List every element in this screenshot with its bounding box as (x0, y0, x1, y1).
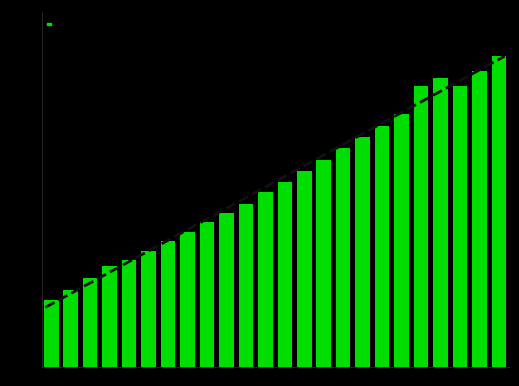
Bar (219, 213, 234, 386)
Bar (433, 78, 448, 386)
Bar (180, 232, 195, 386)
Bar (83, 278, 98, 386)
Legend:  (47, 23, 51, 25)
Bar (394, 113, 409, 386)
Bar (200, 222, 214, 386)
Bar (472, 71, 487, 386)
Bar (453, 86, 467, 386)
Bar (414, 86, 428, 386)
Bar (122, 260, 136, 386)
Bar (141, 251, 156, 386)
Bar (258, 192, 272, 386)
Bar (63, 290, 78, 386)
Bar (161, 241, 175, 386)
Bar (239, 204, 253, 386)
Bar (356, 137, 370, 386)
Bar (317, 159, 331, 386)
Bar (278, 182, 292, 386)
Bar (44, 300, 59, 386)
Bar (375, 125, 389, 386)
Bar (297, 171, 311, 386)
Bar (102, 266, 117, 386)
Bar (336, 148, 350, 386)
Bar (491, 56, 506, 386)
